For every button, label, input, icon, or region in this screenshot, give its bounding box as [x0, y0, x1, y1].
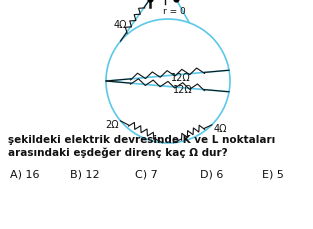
Text: 4Ω: 4Ω [114, 20, 127, 30]
Text: arasındaki eşdeğer direnç kaç Ω dur?: arasındaki eşdeğer direnç kaç Ω dur? [8, 147, 228, 158]
Text: 4Ω: 4Ω [214, 123, 227, 133]
Text: 12Ω: 12Ω [171, 72, 190, 82]
Text: C) 7: C) 7 [135, 169, 158, 179]
Text: r = 0: r = 0 [163, 7, 186, 16]
Text: D) 6: D) 6 [200, 169, 223, 179]
Text: şekildeki elektrik devresinde K ve L noktaları: şekildeki elektrik devresinde K ve L nok… [8, 134, 275, 144]
Text: 2Ω: 2Ω [105, 119, 119, 129]
Text: 12Ω: 12Ω [172, 85, 192, 95]
Text: E) 5: E) 5 [262, 169, 284, 179]
Text: B) 12: B) 12 [70, 169, 100, 179]
Text: A) 16: A) 16 [10, 169, 39, 179]
